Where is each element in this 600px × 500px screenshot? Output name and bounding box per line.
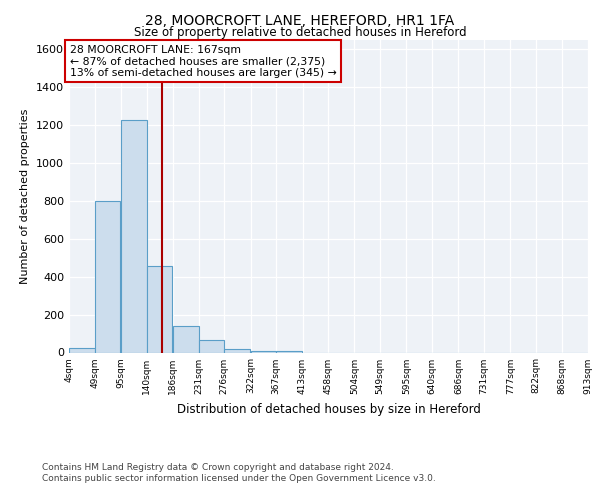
Y-axis label: Number of detached properties: Number of detached properties	[20, 108, 31, 284]
Text: 28, MOORCROFT LANE, HEREFORD, HR1 1FA: 28, MOORCROFT LANE, HEREFORD, HR1 1FA	[145, 14, 455, 28]
Text: 28 MOORCROFT LANE: 167sqm
← 87% of detached houses are smaller (2,375)
13% of se: 28 MOORCROFT LANE: 167sqm ← 87% of detac…	[70, 44, 337, 78]
Text: Contains HM Land Registry data © Crown copyright and database right 2024.: Contains HM Land Registry data © Crown c…	[42, 462, 394, 471]
Bar	[173, 326, 199, 352]
Text: Contains public sector information licensed under the Open Government Licence v3: Contains public sector information licen…	[42, 474, 436, 483]
Bar	[69, 348, 95, 352]
Text: Size of property relative to detached houses in Hereford: Size of property relative to detached ho…	[134, 26, 466, 39]
Bar	[276, 350, 302, 352]
Bar	[224, 348, 250, 352]
Bar	[251, 350, 276, 352]
Bar	[146, 266, 172, 352]
Bar	[95, 201, 121, 352]
Bar	[199, 340, 224, 352]
Bar	[121, 120, 146, 352]
Text: Distribution of detached houses by size in Hereford: Distribution of detached houses by size …	[177, 402, 481, 415]
